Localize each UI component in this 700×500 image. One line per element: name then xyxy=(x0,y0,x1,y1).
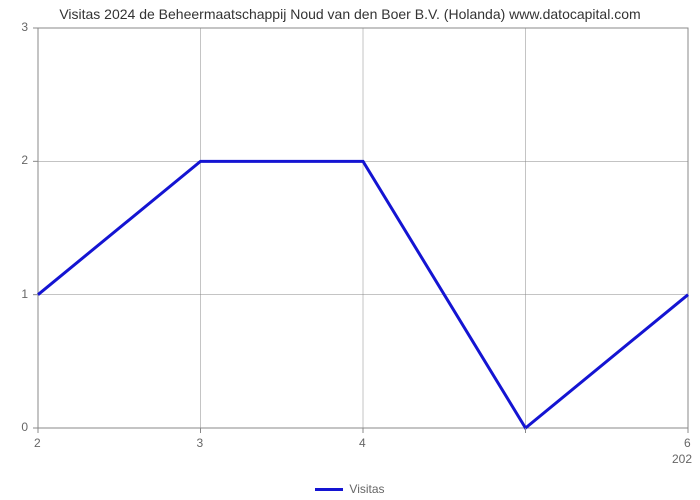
x-tick-label: 2 xyxy=(34,436,41,450)
x-tick-label: 3 xyxy=(197,436,204,450)
chart-title: Visitas 2024 de Beheermaatschappij Noud … xyxy=(0,6,700,22)
x-tick-label: 4 xyxy=(359,436,366,450)
x-axis-secondary-label: 202 xyxy=(672,452,692,466)
y-tick-label: 2 xyxy=(21,153,28,167)
chart-container: Visitas 2024 de Beheermaatschappij Noud … xyxy=(0,0,700,500)
line-chart xyxy=(0,0,700,500)
x-tick-label: 6 xyxy=(684,436,691,450)
legend-label: Visitas xyxy=(349,482,384,496)
y-tick-label: 3 xyxy=(21,20,28,34)
y-tick-label: 1 xyxy=(21,287,28,301)
legend-swatch xyxy=(315,488,343,491)
y-tick-label: 0 xyxy=(21,420,28,434)
legend: Visitas xyxy=(0,482,700,496)
